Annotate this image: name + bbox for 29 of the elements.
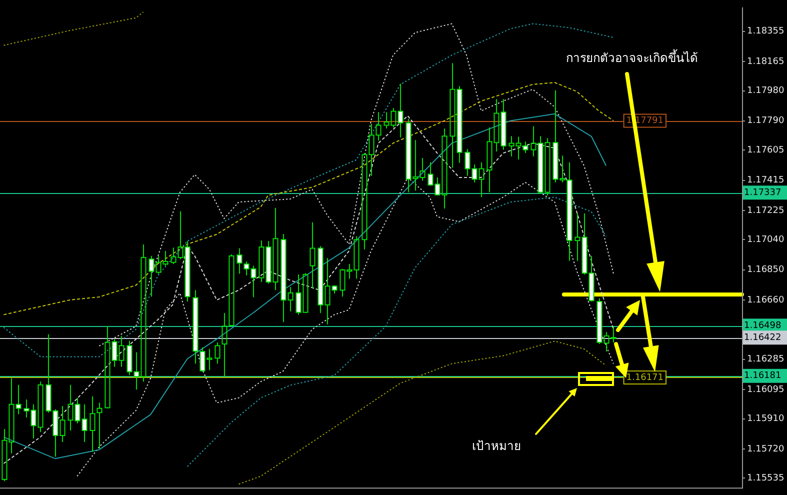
ref-line-label: 1.16171 [626, 372, 664, 383]
line-series [186, 196, 607, 468]
y-tick-label: 1.15720 [747, 444, 784, 454]
y-tick-label: 1.17980 [747, 86, 784, 96]
ref-line-label: 1.17337 [744, 188, 782, 198]
y-tick-label: 1.18355 [747, 26, 784, 37]
line-series [238, 340, 607, 485]
candlestick [310, 222, 316, 290]
y-tick-label: 1.17040 [747, 235, 784, 246]
annotation: เป้าหมาย [472, 438, 521, 455]
ref-line-label: 1.16181 [744, 371, 782, 382]
y-tick-label: 1.18165 [747, 56, 784, 67]
line-series [3, 11, 144, 46]
ref-line-label: 1.16422 [744, 333, 782, 344]
y-tick-label: 1.17790 [747, 116, 784, 126]
y-tick-label: 1.16095 [747, 384, 784, 395]
y-tick-label: 1.17605 [747, 146, 784, 156]
candlestick [90, 396, 96, 452]
y-tick-label: 1.16285 [747, 354, 784, 365]
candlestick [96, 402, 102, 449]
y-tick-label: 1.16660 [747, 295, 784, 306]
ref-line-label: 1.16498 [744, 320, 782, 331]
y-tick-label: 1.15535 [747, 474, 784, 484]
annotation: การยกตัวอาจจะเกิดขึ้นได้ [566, 48, 698, 67]
y-tick-label: 1.16850 [747, 265, 784, 276]
y-tick-label: 1.15910 [747, 414, 784, 424]
y-tick-label: 1.17225 [747, 206, 784, 216]
y-tick-label: 1.17415 [747, 176, 784, 186]
line-series [3, 82, 614, 316]
